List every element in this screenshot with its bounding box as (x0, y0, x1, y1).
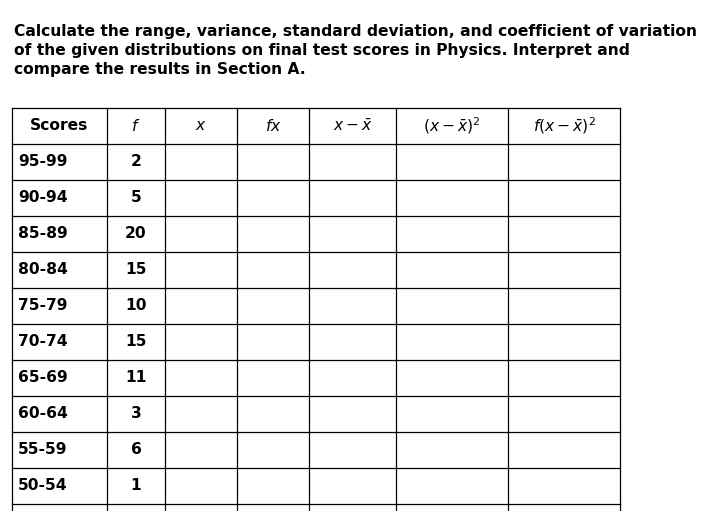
Text: $fx$: $fx$ (264, 118, 281, 134)
Text: $(x - \bar{x})^2$: $(x - \bar{x})^2$ (423, 115, 481, 136)
Text: $f(x - \bar{x})^2$: $f(x - \bar{x})^2$ (532, 115, 595, 136)
Text: 11: 11 (125, 370, 147, 385)
Text: 65-69: 65-69 (18, 370, 68, 385)
Text: 15: 15 (125, 263, 147, 277)
Text: 6: 6 (131, 443, 141, 457)
Text: 80-84: 80-84 (18, 263, 68, 277)
Text: 50-54: 50-54 (18, 478, 68, 494)
Text: $x - \bar{x}$: $x - \bar{x}$ (332, 118, 373, 134)
Text: 95-99: 95-99 (18, 154, 67, 170)
Text: 70-74: 70-74 (18, 335, 68, 350)
Text: 3: 3 (131, 406, 141, 422)
Text: 2: 2 (131, 154, 141, 170)
Text: 90-94: 90-94 (18, 191, 68, 205)
Text: 85-89: 85-89 (18, 226, 68, 242)
Text: 1: 1 (131, 478, 141, 494)
Text: 75-79: 75-79 (18, 298, 67, 314)
Text: 5: 5 (131, 191, 141, 205)
Text: 10: 10 (125, 298, 147, 314)
Text: Calculate the range, variance, standard deviation, and coefficient of variation: Calculate the range, variance, standard … (14, 24, 697, 39)
Text: compare the results in Section A.: compare the results in Section A. (14, 62, 305, 77)
Text: 15: 15 (125, 335, 147, 350)
Text: 55-59: 55-59 (18, 443, 67, 457)
Text: of the given distributions on final test scores in Physics. Interpret and: of the given distributions on final test… (14, 43, 630, 58)
Text: Scores: Scores (30, 119, 88, 133)
Text: $f$: $f$ (132, 118, 141, 134)
Text: 20: 20 (125, 226, 147, 242)
Text: 60-64: 60-64 (18, 406, 68, 422)
Text: $x$: $x$ (195, 119, 207, 133)
